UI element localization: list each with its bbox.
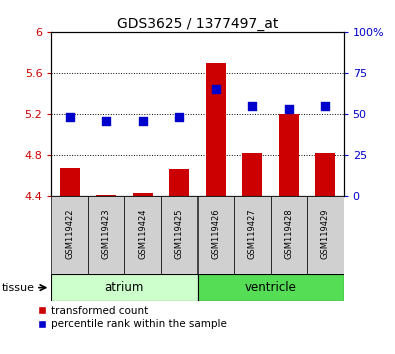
Bar (60, 168, 80, 196)
Text: GSM119422: GSM119422 (65, 209, 74, 259)
Bar (271, 196, 307, 274)
Bar (133, 193, 153, 196)
Text: GSM119425: GSM119425 (175, 209, 184, 259)
Bar (198, 196, 234, 274)
Bar (315, 153, 335, 196)
Bar (242, 153, 262, 196)
Bar (96, 195, 116, 196)
Point (103, 118, 109, 124)
Title: GDS3625 / 1377497_at: GDS3625 / 1377497_at (117, 17, 278, 31)
Point (176, 115, 182, 120)
Bar (124, 196, 161, 274)
Bar (279, 114, 299, 196)
Bar (307, 196, 344, 274)
Text: GSM119429: GSM119429 (321, 209, 330, 259)
Bar (51, 274, 198, 301)
Text: tissue: tissue (2, 282, 35, 293)
Legend: transformed count, percentile rank within the sample: transformed count, percentile rank withi… (37, 306, 227, 329)
Point (66, 115, 73, 120)
Bar (88, 196, 124, 274)
Text: GSM119426: GSM119426 (211, 209, 220, 259)
Bar (169, 169, 189, 196)
Bar (51, 196, 88, 274)
Point (249, 103, 256, 109)
Bar (206, 63, 226, 196)
Point (139, 118, 146, 124)
Text: ventricle: ventricle (245, 281, 297, 294)
Point (286, 107, 292, 112)
Point (213, 87, 219, 92)
Text: GSM119423: GSM119423 (102, 209, 111, 259)
Text: GSM119427: GSM119427 (248, 209, 257, 259)
Text: GSM119424: GSM119424 (138, 209, 147, 259)
Bar (161, 196, 198, 274)
Text: GSM119428: GSM119428 (284, 209, 293, 259)
Point (322, 103, 329, 109)
Text: atrium: atrium (105, 281, 144, 294)
Bar (198, 274, 344, 301)
Bar (234, 196, 271, 274)
